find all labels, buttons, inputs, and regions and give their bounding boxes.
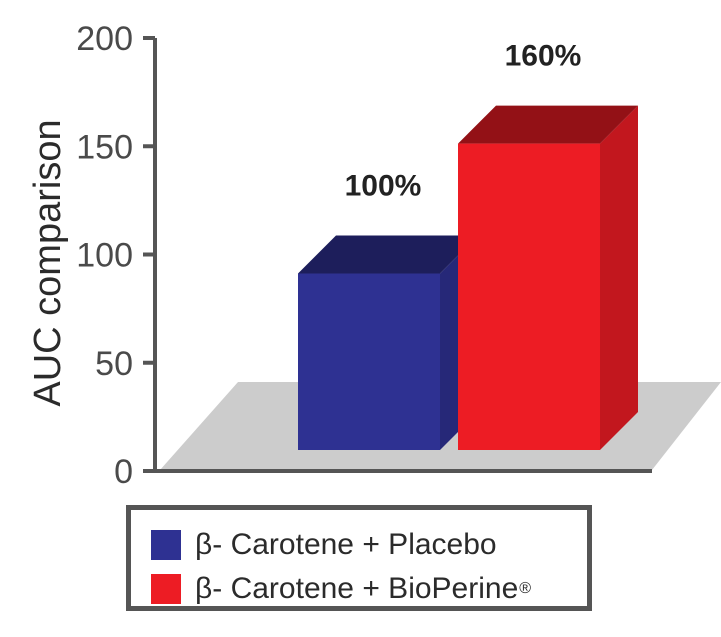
legend-swatch-placebo [151,530,181,560]
y-tick-label: 200 [76,20,133,58]
y-tick-label: 100 [76,237,133,275]
bars: 100% 160% [298,40,638,450]
y-tick-label: 0 [114,453,133,491]
legend-swatch-bioperine [151,574,181,604]
bar-data-label: 160% [505,40,582,73]
legend-item-placebo: β- Carotene + Placebo [151,528,497,562]
legend-label-placebo: β- Carotene + Placebo [195,528,497,561]
bar: 160% [458,40,638,450]
y-tick-label: 50 [95,345,133,383]
y-tick-label: 150 [76,128,133,166]
bar: 100% [298,170,478,450]
bar-front-face [458,143,600,450]
legend-item-bioperine: β- Carotene + BioPerine ® [151,572,531,606]
legend-registered-mark: ® [519,580,532,597]
bar-data-label: 100% [345,170,422,203]
bar-front-face [298,273,440,450]
bar-chart: 0 50 100 150 200 AUC comparison 100% 160% [27,20,721,491]
bar-top-face [298,235,478,274]
legend-label-bioperine: β- Carotene + BioPerine [195,572,519,605]
bar-top-face [458,105,638,144]
y-ticks: 0 50 100 150 200 [76,20,155,491]
bar-side-face [600,105,638,450]
y-axis-title: AUC comparison [27,119,69,406]
legend: β- Carotene + Placebo β- Carotene + BioP… [126,505,592,611]
